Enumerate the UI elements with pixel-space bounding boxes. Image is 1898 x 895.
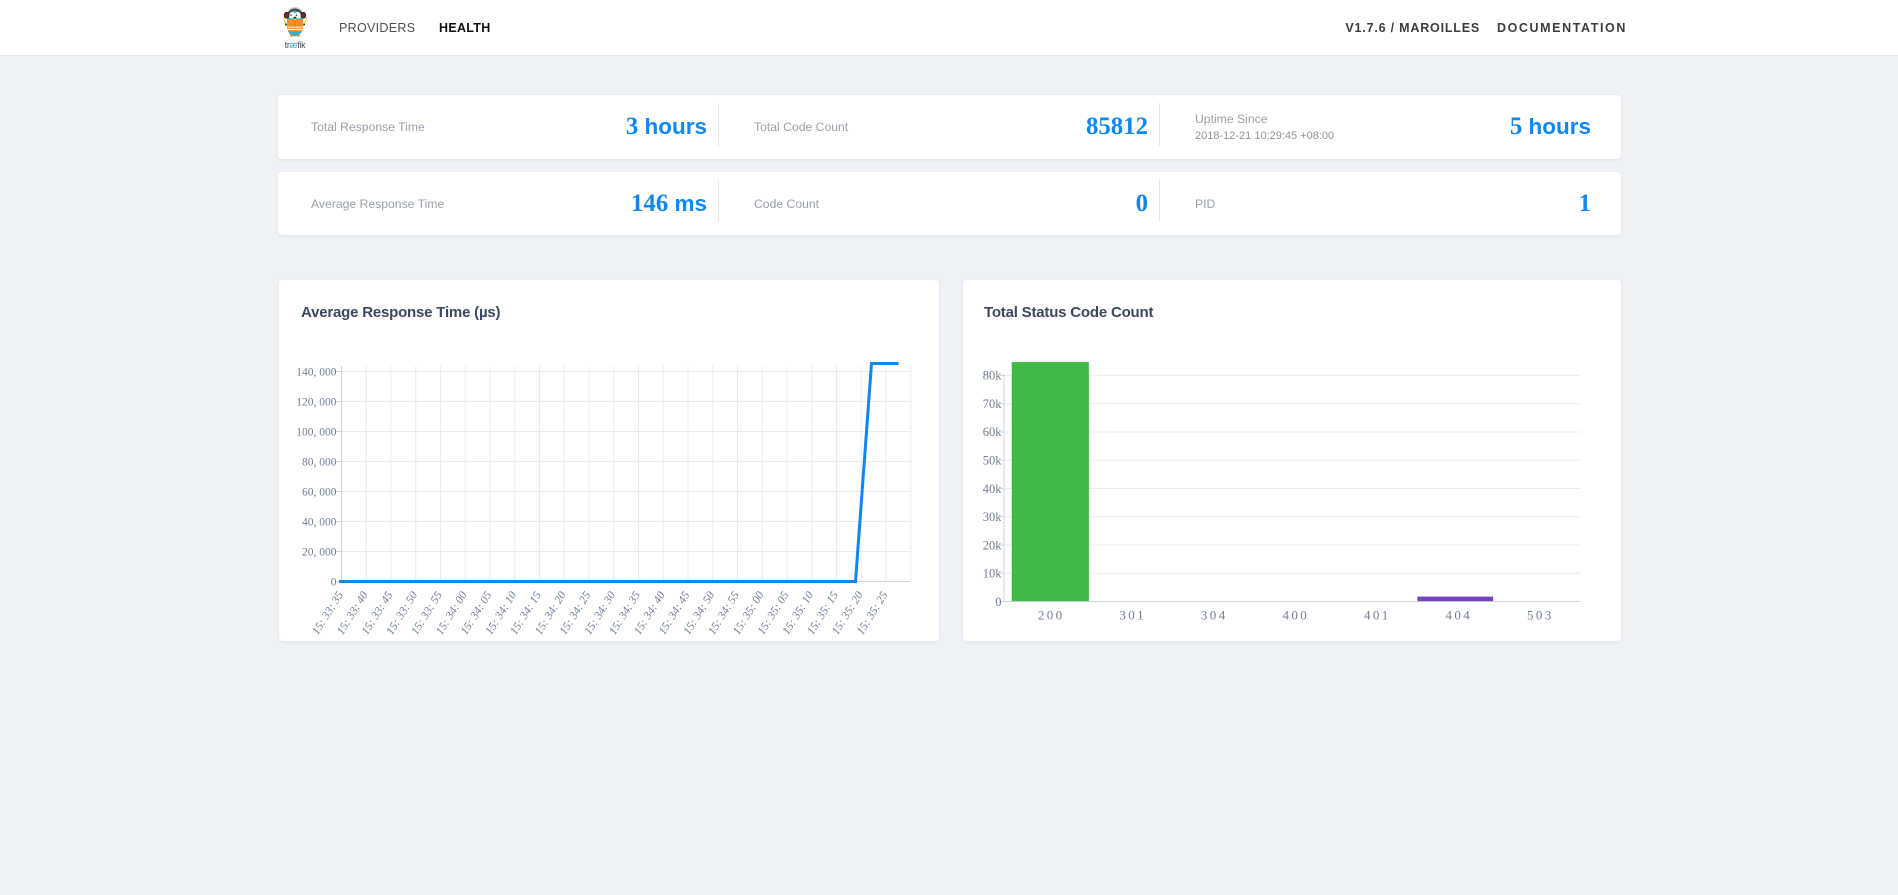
svg-text:10k: 10k bbox=[983, 567, 1003, 581]
svg-text:140, 000: 140, 000 bbox=[296, 367, 337, 379]
svg-text:404: 404 bbox=[1445, 608, 1472, 623]
svg-text:200: 200 bbox=[1038, 608, 1065, 623]
svg-text:401: 401 bbox=[1364, 608, 1391, 623]
svg-text:40, 000: 40, 000 bbox=[302, 517, 337, 529]
svg-text:Average Response Time (µs): Average Response Time (µs) bbox=[301, 304, 501, 321]
svg-text:100, 000: 100, 000 bbox=[296, 427, 337, 439]
svg-text:40k: 40k bbox=[983, 482, 1003, 496]
svg-text:70k: 70k bbox=[983, 397, 1003, 411]
svg-text:60, 000: 60, 000 bbox=[302, 487, 337, 499]
svg-text:80k: 80k bbox=[983, 369, 1003, 383]
svg-text:503: 503 bbox=[1527, 608, 1554, 623]
svg-text:80, 000: 80, 000 bbox=[302, 457, 337, 469]
svg-text:301: 301 bbox=[1119, 608, 1146, 623]
svg-text:400: 400 bbox=[1282, 608, 1309, 623]
svg-text:20, 000: 20, 000 bbox=[302, 547, 337, 559]
svg-text:0: 0 bbox=[995, 595, 1001, 609]
svg-text:30k: 30k bbox=[983, 510, 1003, 524]
svg-text:60k: 60k bbox=[983, 425, 1003, 439]
svg-text:50k: 50k bbox=[983, 454, 1003, 468]
svg-text:20k: 20k bbox=[983, 538, 1003, 552]
svg-text:120, 000: 120, 000 bbox=[296, 397, 337, 409]
svg-text:0: 0 bbox=[331, 577, 337, 589]
svg-text:Total Status Code Count: Total Status Code Count bbox=[984, 304, 1153, 321]
svg-text:304: 304 bbox=[1201, 608, 1228, 623]
